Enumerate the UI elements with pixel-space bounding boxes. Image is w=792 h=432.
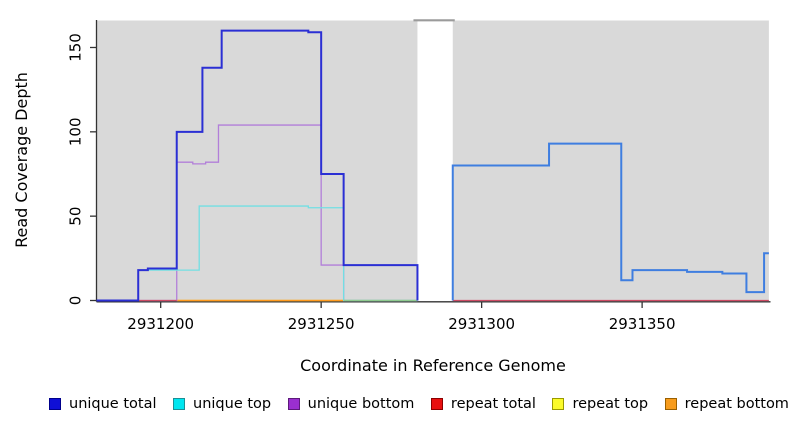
y-tick-label: 150 [67, 33, 85, 62]
legend-item-repeat-top: repeat top [552, 396, 648, 412]
legend-item-unique-top: unique top [173, 396, 271, 412]
legend-item-unique-total: unique total [49, 396, 157, 412]
legend-label: unique bottom [307, 396, 415, 412]
legend-item-unique-bottom: unique bottom [287, 396, 415, 412]
series-layer [96, 29, 769, 302]
legend: unique total unique top unique bottom repea… [49, 396, 789, 412]
legend-label: repeat top [572, 396, 649, 412]
legend-swatch-icon [552, 398, 565, 410]
legend-swatch-icon [173, 398, 186, 410]
series-unique-bottom [96, 124, 418, 302]
x-tick-label: 2931250 [288, 315, 355, 333]
legend-swatch-icon [49, 398, 61, 410]
legend-swatch-icon [664, 398, 677, 410]
covered-region [96, 20, 418, 301]
y-tick-label: 50 [67, 207, 85, 226]
x-tick-label: 2931350 [609, 315, 676, 333]
covered-region [452, 20, 769, 301]
legend-item-repeat-total: repeat total [430, 396, 536, 412]
series-unique-total-left [96, 29, 419, 302]
legend-label: repeat bottom [684, 396, 789, 412]
x-tick-label: 2931200 [127, 315, 194, 333]
y-axis-title: Read Coverage Depth [12, 72, 31, 248]
x-tick-label: 2931300 [448, 315, 515, 333]
series-unique-total-right [451, 142, 769, 301]
y-tick-label: 0 [67, 296, 85, 306]
legend-swatch-icon [430, 398, 443, 410]
legend-label: repeat total [450, 396, 536, 412]
y-tick-label: 100 [67, 118, 85, 147]
legend-label: unique total [69, 396, 157, 412]
legend-label: unique top [193, 396, 272, 412]
covered-regions-layer [96, 19, 769, 301]
legend-swatch-icon [287, 398, 300, 410]
x-axis-title: Coordinate in Reference Genome [300, 356, 566, 375]
legend-item-repeat-bottom: repeat bottom [664, 396, 789, 412]
axes-layer: 2931200 2931250 2931300 2931350 0 50 100 150 [67, 20, 771, 333]
